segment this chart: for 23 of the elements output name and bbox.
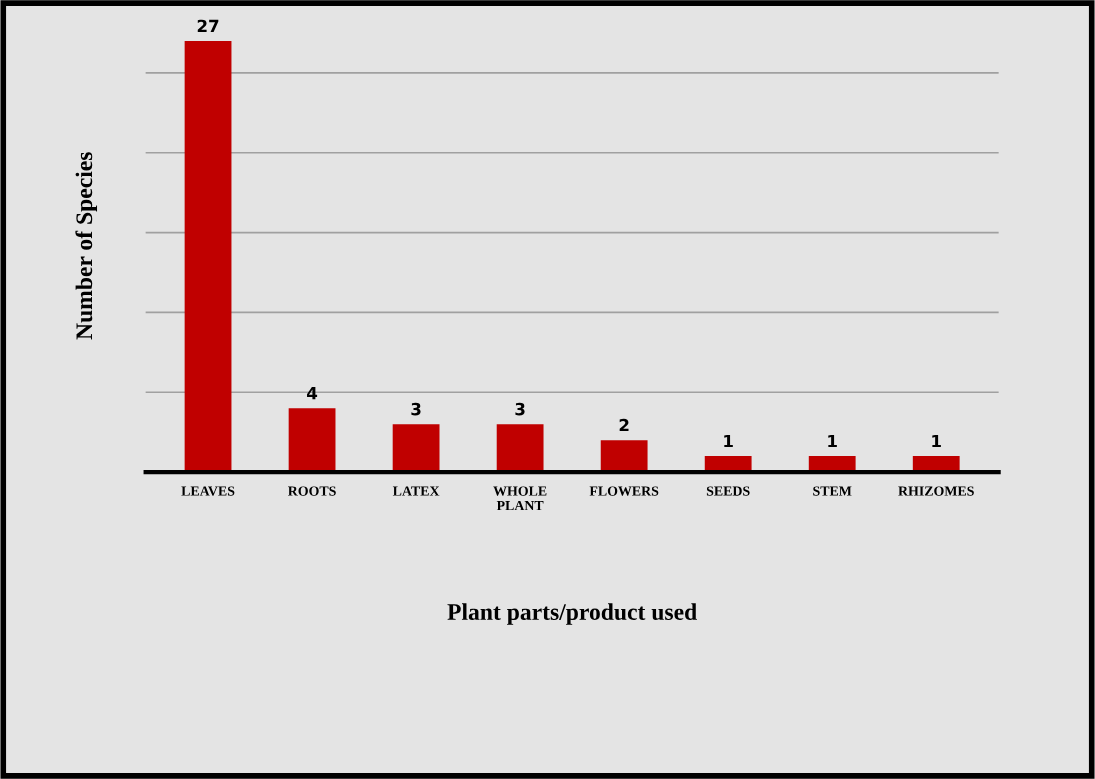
- y-axis-title: Number of Species: [75, 152, 98, 340]
- data-label: 3: [515, 402, 525, 416]
- x-tick-label: LEAVES: [181, 486, 235, 496]
- x-tick-label: ROOTS: [288, 486, 336, 496]
- x-tick-label: WHOLE PLANT: [493, 486, 547, 511]
- bar: [600, 440, 648, 473]
- bar: [392, 424, 440, 473]
- data-label: 27: [197, 19, 219, 33]
- x-tick-label: STEM: [813, 486, 852, 496]
- x-axis-title: Plant parts/product used: [447, 603, 697, 625]
- bar: [184, 41, 232, 473]
- data-label: 1: [724, 434, 733, 448]
- bar: [496, 424, 544, 473]
- x-tick-label: LATEX: [392, 486, 440, 496]
- data-label: 1: [828, 434, 837, 448]
- x-tick-label: SEEDS: [706, 486, 750, 496]
- x-tick-label: FLOWERS: [589, 486, 659, 496]
- data-label: 3: [411, 402, 421, 416]
- data-label: 4: [307, 387, 318, 400]
- data-label: 2: [619, 418, 629, 432]
- data-label: 1: [932, 434, 941, 448]
- x-tick-label: RHIZOMES: [898, 486, 974, 496]
- bar: [288, 408, 336, 473]
